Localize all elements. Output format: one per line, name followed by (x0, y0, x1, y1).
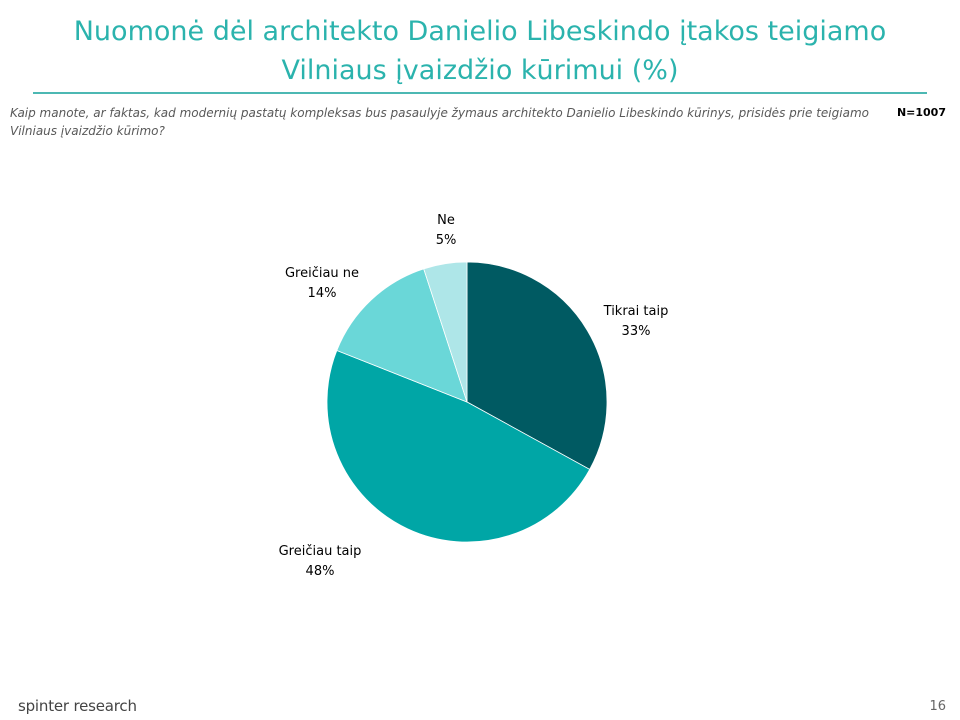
slice-value-label: 33% (622, 324, 651, 339)
slice-value-label: 5% (436, 233, 457, 248)
pie-slice-2 (326, 349, 591, 543)
slice-value-label: 14% (308, 286, 337, 301)
pie-slice-4 (423, 261, 468, 403)
sample-size: N=1007 (896, 106, 946, 119)
slide-title: Nuomonė dėl architekto Danielio Libeskin… (73, 16, 887, 86)
survey-question: Kaip manote, ar faktas, kad modernių pas… (10, 106, 869, 138)
pie-slice-1 (466, 261, 608, 470)
slice-label: Greičiau taip (279, 544, 362, 559)
slice-value-label: 48% (306, 564, 335, 579)
slice-label: Greičiau ne (285, 266, 359, 281)
brand-logo: spinter research (18, 697, 137, 715)
slice-label: Ne (437, 213, 455, 228)
slice-label: Tikrai taip (603, 304, 669, 319)
title-divider (33, 92, 927, 94)
page-number: 16 (929, 699, 946, 714)
